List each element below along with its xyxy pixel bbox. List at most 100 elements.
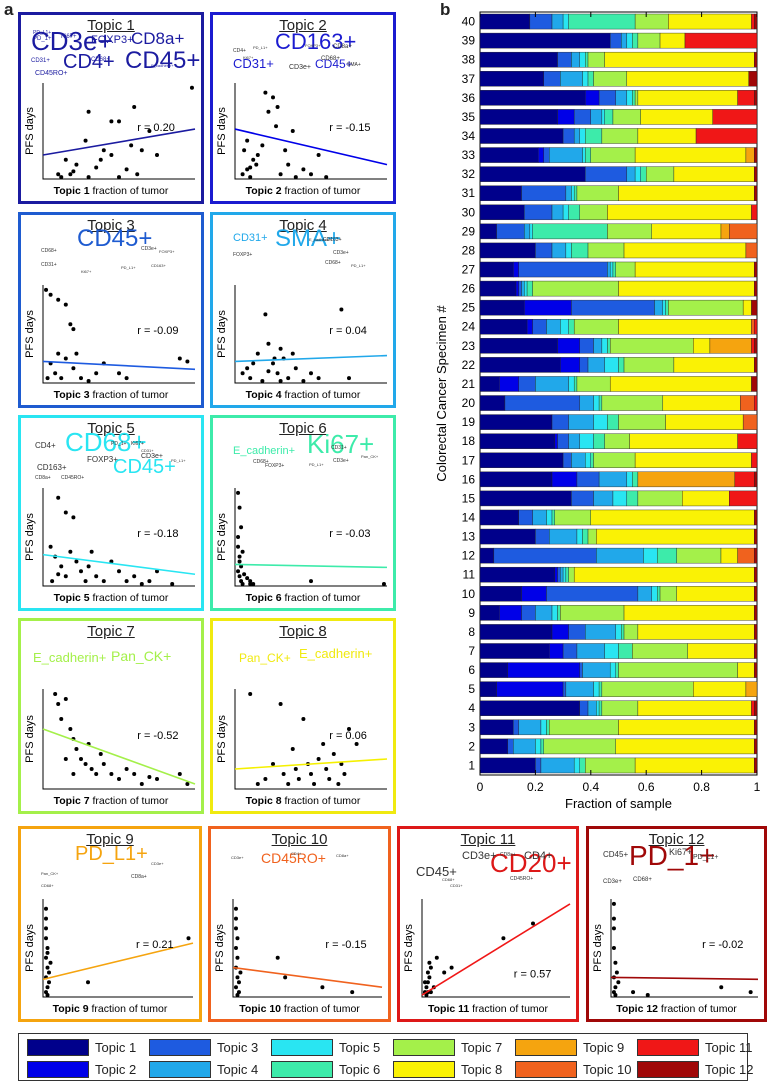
bar-segment-topic-3 (529, 13, 553, 30)
bar-segment-topic-10 (737, 547, 755, 564)
scatter-panel-topic-3: Topic 3 CD45+ CD68+ CD3e+ CD31+ PD_L1+ CD163+ K… (18, 212, 204, 408)
data-point (44, 906, 48, 911)
bar-segment-topic-5 (562, 13, 569, 30)
bar-segment-topic-1 (479, 433, 555, 449)
data-point (109, 153, 114, 157)
x-tick-label: 0.6 (638, 780, 655, 794)
bar-segment-topic-8 (634, 452, 752, 469)
scatter-plot: PFS days r = -0.15 Topic 10 fraction of tu… (214, 899, 383, 1015)
bar-segment-topic-5 (529, 223, 533, 240)
data-point (263, 90, 268, 95)
panel-title: Topic 9 (86, 831, 134, 848)
bar-segment-topic-2 (585, 90, 600, 106)
bar-segment-topic-12 (754, 719, 758, 736)
specimen-tick-label: 23 (462, 339, 476, 353)
bar-segment-topic-4 (582, 662, 611, 678)
bar-segment-topic-6 (593, 433, 605, 449)
specimen-tick-label: 36 (462, 91, 476, 105)
bar-segment-topic-12 (754, 509, 758, 526)
bar-segment-topic-6 (598, 700, 603, 716)
bar-segment-topic-7 (532, 280, 619, 297)
data-point (293, 366, 298, 371)
data-point (117, 777, 121, 781)
data-point (248, 175, 253, 180)
data-point (50, 579, 55, 584)
panel-title: Topic 11 (460, 831, 516, 848)
bar-segment-topic-1 (479, 13, 531, 30)
data-point (254, 162, 259, 167)
bar-segment-topic-8 (623, 242, 747, 259)
bar-segment-topic-2 (524, 299, 572, 316)
data-point (442, 970, 447, 975)
legend-swatch (393, 1061, 455, 1078)
stacked-bar-chart: 1234567891011121314151617181920212223242… (434, 11, 761, 811)
data-point (237, 505, 242, 510)
bar-segment-topic-4 (535, 376, 569, 392)
bar-segment-topic-5 (651, 586, 658, 602)
bar-segment-topic-5 (582, 147, 586, 163)
data-point (63, 157, 68, 162)
bar-segment-topic-10 (751, 319, 755, 335)
bar-segment-topic-3 (518, 509, 533, 526)
bar-segment-topic-4 (551, 204, 564, 221)
bar-segment-topic-11 (712, 109, 758, 125)
bar-segment-topic-7 (585, 757, 636, 774)
y-axis-label: PFS days (216, 107, 228, 155)
bar-segment-topic-6 (618, 357, 625, 373)
bar-segment-topic-2 (521, 586, 547, 602)
bar-segment-topic-1 (479, 605, 500, 621)
legend-label: Topic 10 (583, 1062, 632, 1077)
bar-segment-topic-4 (568, 414, 594, 430)
data-point (611, 916, 616, 921)
data-point (286, 162, 291, 167)
data-point (339, 307, 344, 312)
data-point (59, 175, 64, 180)
bar-segment-topic-12 (754, 357, 758, 373)
data-point (336, 782, 341, 786)
bar-segment-topic-1 (479, 414, 553, 430)
data-point (139, 582, 144, 587)
legend-swatch (637, 1039, 699, 1056)
bar-segment-topic-4 (513, 738, 536, 755)
specimen-tick-label: 28 (462, 243, 476, 257)
specimen-tick-label: 30 (462, 205, 476, 219)
bar-segment-topic-9 (720, 223, 730, 240)
bar-segment-topic-6 (568, 13, 636, 30)
bar-segment-topic-4 (568, 433, 580, 449)
specimen-tick-label: 3 (468, 720, 475, 734)
data-point (428, 965, 433, 970)
bar-segment-topic-3 (579, 700, 589, 716)
data-point (236, 544, 241, 549)
bar-segment-topic-6 (632, 90, 636, 106)
x-tick-label: 1 (754, 780, 761, 794)
scatter-plot: PFS days r = -0.03 Topic 6 fraction of tum… (216, 488, 388, 604)
regression-line (234, 758, 388, 770)
bar-segment-topic-2 (526, 319, 533, 335)
specimen-tick-label: 22 (462, 358, 476, 372)
data-point (155, 153, 159, 157)
data-point (147, 579, 152, 584)
data-point (339, 762, 344, 766)
bar-segment-topic-12 (751, 376, 758, 392)
data-point (117, 371, 121, 376)
bar-segment-topic-3 (562, 452, 572, 469)
data-point (255, 351, 260, 356)
data-point (59, 564, 64, 569)
data-point (248, 165, 253, 170)
data-point (263, 777, 268, 781)
bar-segment-topic-5 (593, 681, 600, 697)
specimen-tick-label: 32 (462, 167, 476, 181)
bar-segment-topic-4 (549, 147, 583, 163)
plot-frame (479, 11, 758, 776)
bar-segment-topic-12 (754, 605, 758, 621)
data-point (74, 747, 79, 751)
regression-line (232, 966, 383, 988)
topic-legend: Topic 1 Topic 2 Topic 3 Topic 4 Topic 5 Topic… (18, 1033, 753, 1081)
data-point (283, 975, 288, 980)
bar-segment-topic-8 (673, 166, 755, 182)
data-point (331, 752, 336, 756)
legend-label: Topic 2 (95, 1062, 137, 1077)
x-tick-label: 0.4 (582, 780, 599, 794)
bar-segment-topic-7 (676, 547, 722, 564)
bar-segment-topic-3 (598, 90, 616, 106)
